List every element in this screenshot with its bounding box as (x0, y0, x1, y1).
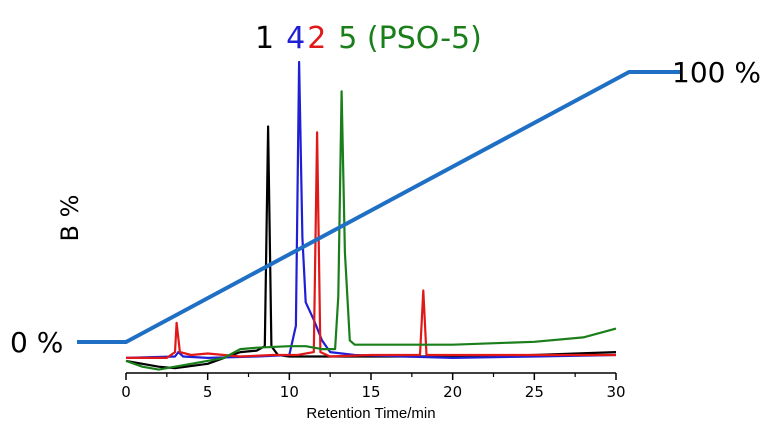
title-part-3: 2 (307, 21, 326, 56)
title-part-1: 1 (255, 21, 274, 56)
x-tick-label: 15 (361, 383, 380, 401)
chart-title: 1 42 5 (PSO-5) (255, 21, 482, 56)
x-tick-label: 25 (525, 383, 544, 401)
gradient-line (77, 70, 682, 344)
title-part-2: 4 (286, 21, 305, 56)
x-axis-ticks: 0 5 10 15 20 25 30 (121, 373, 626, 401)
trace-line-3 (126, 131, 616, 359)
x-tick-label: 5 (203, 383, 213, 401)
x-tick-label: 20 (443, 383, 462, 401)
chromatogram-traces (125, 60, 617, 371)
trace-line-4 (125, 90, 617, 371)
x-tick-label: 0 (121, 383, 131, 401)
gradient-end-label: 100 % (672, 56, 761, 89)
x-tick-label: 30 (606, 383, 625, 401)
trace-line-1 (125, 125, 617, 370)
gradient-start-label: 0 % (10, 326, 63, 359)
title-part-4: 5 (PSO-5) (338, 21, 482, 56)
x-tick-label: 10 (280, 383, 299, 401)
x-axis-label: Retention Time/min (306, 405, 435, 422)
y-axis-label: B % (56, 195, 84, 242)
chart-title-text: 1 42 5 (PSO-5) (255, 21, 482, 56)
